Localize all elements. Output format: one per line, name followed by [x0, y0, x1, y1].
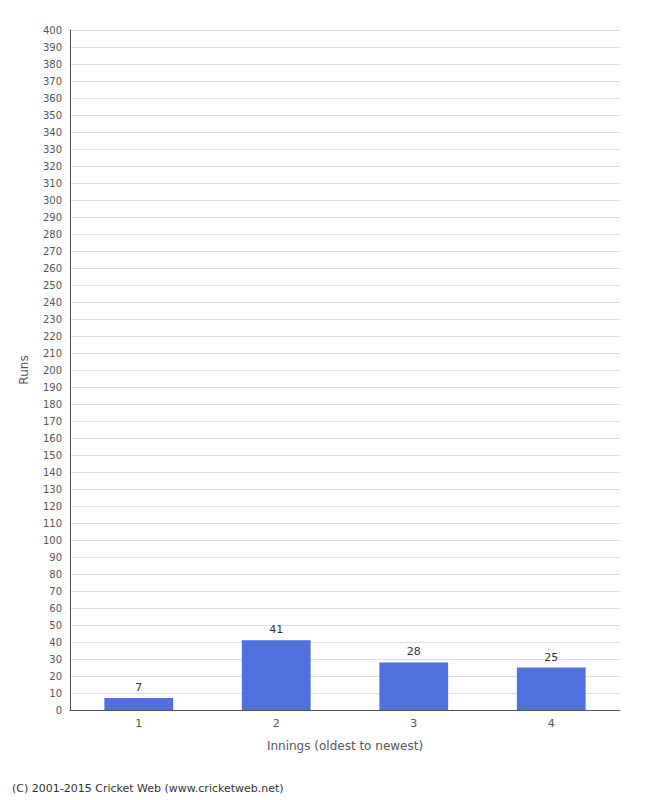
- svg-text:90: 90: [49, 552, 62, 563]
- svg-text:0: 0: [56, 705, 62, 716]
- svg-text:310: 310: [43, 178, 62, 189]
- svg-text:250: 250: [43, 280, 62, 291]
- svg-text:41: 41: [269, 623, 283, 636]
- svg-text:160: 160: [43, 433, 62, 444]
- svg-text:140: 140: [43, 467, 62, 478]
- svg-text:3: 3: [410, 717, 417, 730]
- svg-text:110: 110: [43, 518, 62, 529]
- svg-text:400: 400: [43, 25, 62, 36]
- svg-text:1: 1: [135, 717, 142, 730]
- svg-text:300: 300: [43, 195, 62, 206]
- svg-text:130: 130: [43, 484, 62, 495]
- svg-text:320: 320: [43, 161, 62, 172]
- svg-text:190: 190: [43, 382, 62, 393]
- svg-text:210: 210: [43, 348, 62, 359]
- svg-text:80: 80: [49, 569, 62, 580]
- svg-text:Innings (oldest to newest): Innings (oldest to newest): [267, 739, 423, 753]
- svg-text:180: 180: [43, 399, 62, 410]
- svg-text:2: 2: [273, 717, 280, 730]
- svg-text:330: 330: [43, 144, 62, 155]
- svg-text:4: 4: [548, 717, 555, 730]
- svg-text:7: 7: [135, 681, 142, 694]
- svg-text:150: 150: [43, 450, 62, 461]
- svg-text:240: 240: [43, 297, 62, 308]
- svg-text:10: 10: [49, 688, 62, 699]
- svg-text:Runs: Runs: [17, 355, 31, 384]
- svg-text:350: 350: [43, 110, 62, 121]
- svg-text:390: 390: [43, 42, 62, 53]
- svg-text:50: 50: [49, 620, 62, 631]
- svg-text:360: 360: [43, 93, 62, 104]
- svg-text:220: 220: [43, 331, 62, 342]
- svg-text:200: 200: [43, 365, 62, 376]
- svg-text:120: 120: [43, 501, 62, 512]
- svg-text:280: 280: [43, 229, 62, 240]
- svg-text:30: 30: [49, 654, 62, 665]
- svg-text:20: 20: [49, 671, 62, 682]
- svg-text:25: 25: [544, 651, 558, 664]
- svg-text:270: 270: [43, 246, 62, 257]
- svg-text:370: 370: [43, 76, 62, 87]
- svg-text:60: 60: [49, 603, 62, 614]
- svg-text:70: 70: [49, 586, 62, 597]
- svg-text:380: 380: [43, 59, 62, 70]
- svg-text:(C) 2001-2015 Cricket Web (www: (C) 2001-2015 Cricket Web (www.cricketwe…: [12, 782, 284, 795]
- svg-text:340: 340: [43, 127, 62, 138]
- svg-text:28: 28: [407, 645, 421, 658]
- svg-text:260: 260: [43, 263, 62, 274]
- svg-text:230: 230: [43, 314, 62, 325]
- svg-text:170: 170: [43, 416, 62, 427]
- svg-text:100: 100: [43, 535, 62, 546]
- svg-text:290: 290: [43, 212, 62, 223]
- svg-text:40: 40: [49, 637, 62, 648]
